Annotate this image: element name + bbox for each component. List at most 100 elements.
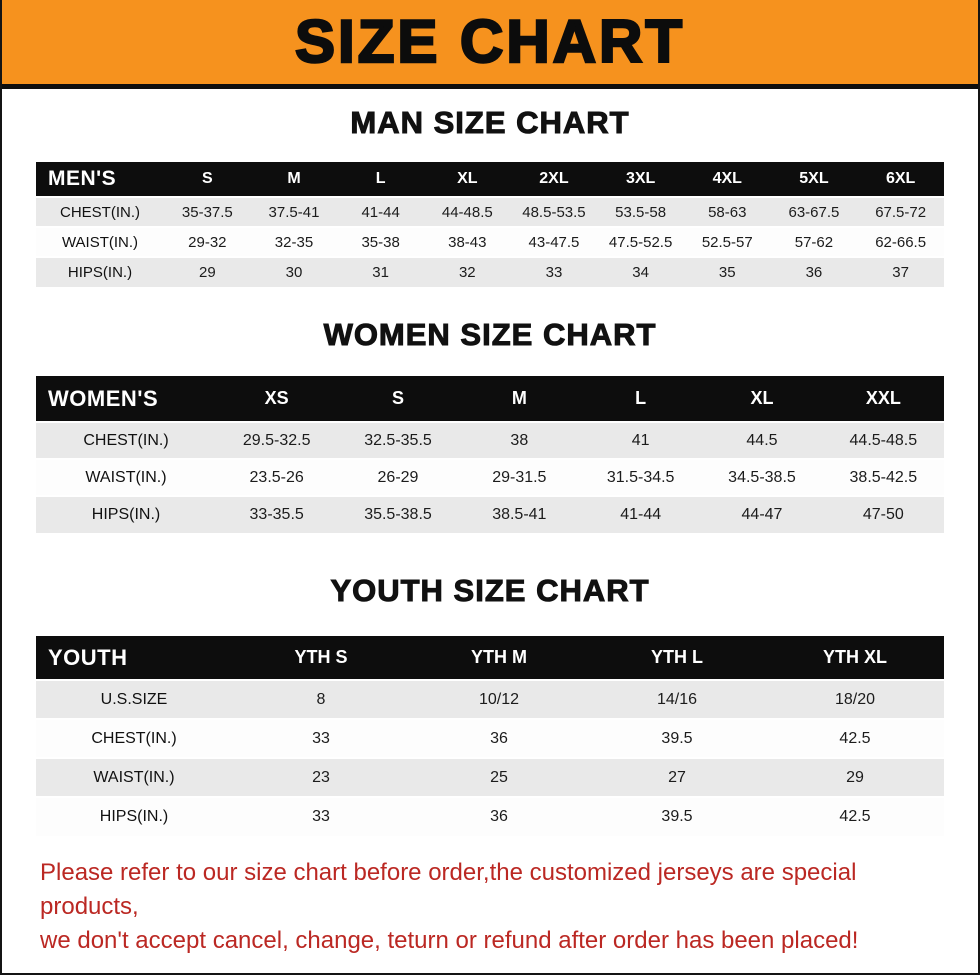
size-header-cell: L — [337, 162, 424, 197]
size-header-cell: S — [337, 376, 459, 422]
value-cell: 33 — [312, 729, 330, 747]
footer-notice: Please refer to our size chart before or… — [2, 856, 978, 958]
value-cell: 30 — [285, 264, 303, 281]
size-header-cell: YTH XL — [766, 636, 944, 680]
size-header-cell: 3XL — [597, 162, 684, 197]
value-cell: 39.5 — [661, 729, 693, 747]
size-header-cell: 6XL — [857, 162, 944, 197]
value-cell: 37.5-41 — [268, 203, 320, 221]
value-cell: 10/12 — [478, 690, 520, 708]
value-cell: 38 — [510, 431, 529, 449]
size-header-cell: 2XL — [510, 162, 598, 197]
mens-size-table: MEN'S S M L XL 2XL 3XL 4XL 5XL 6XL CHEST(IN.) 35-37… — [36, 162, 944, 287]
value-cell: 42.5 — [839, 729, 871, 747]
row-label-cell: HIPS(IN.) — [91, 506, 161, 523]
value-cell: 29-32 — [188, 233, 227, 251]
size-header-cell: M — [250, 162, 338, 197]
value-cell: 8 — [316, 690, 326, 708]
value-cell: 48.5-53.5 — [522, 203, 586, 221]
womens-size-table: WOMEN'S XS S M L XL XXL CHEST(IN.) 29.5-32.5 32.5… — [36, 376, 944, 533]
value-cell: 63-67.5 — [788, 203, 840, 221]
value-cell: 58-63 — [708, 203, 747, 221]
banner: SIZE CHART — [2, 0, 978, 89]
page-title: SIZE CHART — [294, 8, 685, 75]
table-row: CHEST(IN.) 35-37.5 37.5-41 41-44 44-48.5 48.5… — [36, 197, 944, 227]
value-cell: 34 — [632, 264, 649, 281]
value-cell: 44-48.5 — [441, 203, 493, 221]
table-row: HIPS(IN.) 33-35.5 35.5-38.5 38.5-41 41-44 44-… — [36, 496, 944, 533]
value-cell: 26-29 — [377, 468, 419, 486]
value-cell: 33 — [545, 264, 563, 281]
row-label-cell: CHEST(IN.) — [91, 729, 177, 747]
size-header-cell: S — [164, 162, 251, 197]
table-header-row: YOUTH YTH S YTH M YTH L YTH XL — [36, 636, 944, 680]
value-cell: 36 — [805, 264, 823, 281]
value-cell: 29 — [198, 264, 216, 281]
youth-size-table: YOUTH YTH S YTH M YTH L YTH XL U.S.SIZE 8 10/12… — [36, 636, 944, 836]
size-header-cell: XS — [216, 376, 338, 422]
table-title-cell: MEN'S — [36, 162, 164, 197]
youth-size-section: YOUTH SIZE CHART YOUTH YTH S YTH M YTH L YTH… — [2, 573, 978, 836]
size-header-cell: XL — [701, 376, 823, 422]
value-cell: 23 — [312, 768, 330, 786]
value-cell: 41-44 — [361, 203, 400, 221]
value-cell: 33 — [312, 808, 330, 825]
women-section-heading: WOMEN SIZE CHART — [323, 317, 657, 353]
man-size-section: MAN SIZE CHART MEN'S S M L XL 2XL 3XL 4XL 5XL 6XL… — [2, 105, 978, 287]
value-cell: 67.5-72 — [875, 203, 927, 221]
table-row: CHEST(IN.) 29.5-32.5 32.5-35.5 38 41 44.5 44.5… — [36, 422, 944, 459]
size-header-cell: YTH S — [232, 636, 410, 680]
value-cell: 33-35.5 — [249, 506, 304, 523]
value-cell: 35 — [718, 264, 736, 281]
row-label-cell: WAIST(IN.) — [61, 233, 139, 251]
value-cell: 36 — [490, 808, 508, 825]
row-label-cell: HIPS(IN.) — [67, 264, 133, 281]
size-header-cell: M — [458, 376, 580, 422]
table-row: HIPS(IN.) 29 30 31 32 33 34 35 36 37 — [36, 257, 944, 287]
value-cell: 62-66.5 — [875, 233, 927, 251]
value-cell: 35-38 — [361, 233, 400, 251]
value-cell: 42.5 — [839, 808, 871, 825]
man-section-heading: MAN SIZE CHART — [350, 105, 630, 141]
value-cell: 44-47 — [741, 506, 783, 523]
row-label-cell: U.S.SIZE — [100, 690, 168, 708]
table-row: CHEST(IN.) 33 36 39.5 42.5 — [36, 719, 944, 758]
size-header-cell: L — [579, 376, 702, 422]
value-cell: 31 — [372, 264, 389, 281]
size-header-cell: YTH L — [588, 636, 766, 680]
value-cell: 39.5 — [661, 808, 693, 825]
row-label-cell: CHEST(IN.) — [83, 431, 169, 449]
value-cell: 35.5-38.5 — [364, 506, 432, 523]
value-cell: 38.5-42.5 — [849, 468, 918, 486]
table-header-row: WOMEN'S XS S M L XL XXL — [36, 376, 944, 422]
size-header-cell: 5XL — [770, 162, 858, 197]
value-cell: 47.5-52.5 — [608, 233, 673, 251]
value-cell: 29.5-32.5 — [242, 431, 311, 449]
value-cell: 23.5-26 — [249, 468, 304, 486]
row-label-cell: CHEST(IN.) — [60, 203, 140, 221]
value-cell: 44.5-48.5 — [849, 431, 918, 449]
table-row: HIPS(IN.) 33 36 39.5 42.5 — [36, 797, 944, 836]
value-cell: 18/20 — [834, 690, 876, 708]
notice-line-1: Please refer to our size chart before or… — [40, 859, 857, 920]
value-cell: 29 — [846, 768, 864, 786]
value-cell: 34.5-38.5 — [728, 468, 796, 486]
value-cell: 35-37.5 — [181, 203, 233, 221]
table-header-row: MEN'S S M L XL 2XL 3XL 4XL 5XL 6XL — [36, 162, 944, 197]
value-cell: 47-50 — [862, 506, 904, 523]
value-cell: 31.5-34.5 — [606, 468, 675, 486]
table-title-cell: YOUTH — [36, 636, 232, 680]
table-title-cell: WOMEN'S — [36, 376, 216, 422]
value-cell: 41 — [631, 431, 650, 449]
value-cell: 36 — [490, 729, 508, 747]
value-cell: 52.5-57 — [701, 233, 753, 251]
table-row: WAIST(IN.) 29-32 32-35 35-38 38-43 43-47.5 47.… — [36, 227, 944, 257]
row-label-cell: WAIST(IN.) — [93, 768, 175, 786]
value-cell: 29-31.5 — [492, 468, 547, 486]
value-cell: 37 — [892, 264, 909, 281]
size-header-cell: YTH M — [410, 636, 588, 680]
value-cell: 41-44 — [620, 506, 662, 523]
size-header-cell: XXL — [822, 376, 944, 422]
value-cell: 53.5-58 — [615, 203, 667, 221]
